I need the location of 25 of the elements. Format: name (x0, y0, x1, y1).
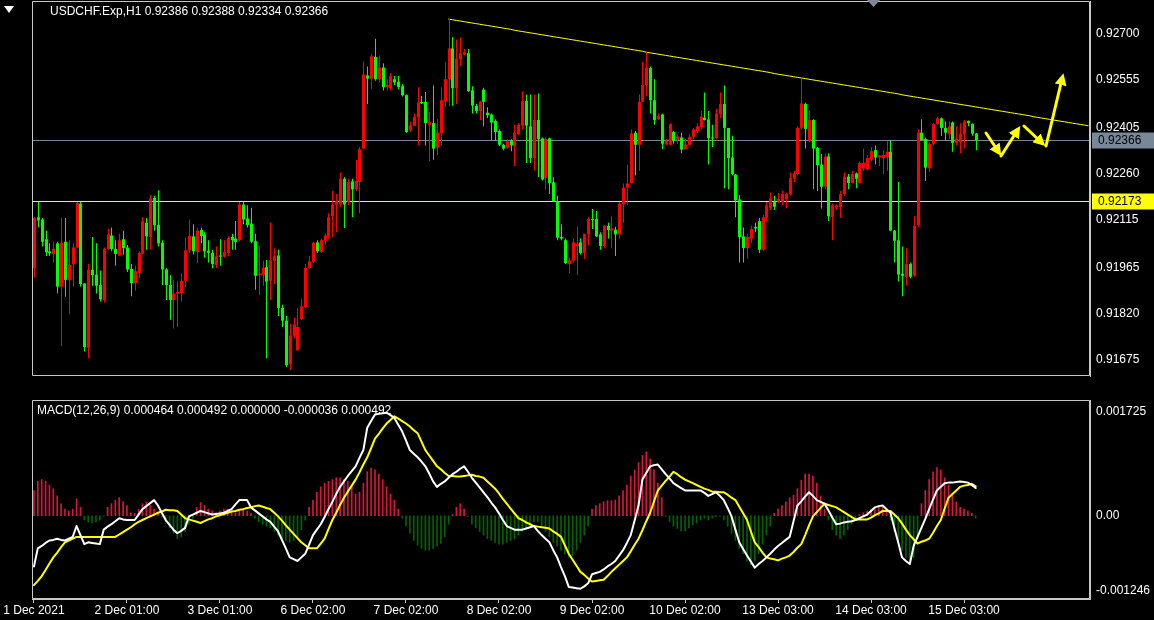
y-tick-label: -0.001246 (1096, 583, 1151, 598)
x-tick-label: 14 Dec 03:00 (835, 603, 908, 618)
chart-title: USDCHF.Exp,H1 0.92386 0.92388 0.92334 0.92366 (50, 4, 329, 19)
x-tick-label: 6 Dec 02:00 (280, 603, 346, 618)
y-tick-label: 0.91675 (1096, 352, 1140, 367)
x-tick-label: 3 Dec 01:00 (187, 603, 253, 618)
ref-line-label: 0.92366 (1098, 132, 1142, 147)
x-tick-label: 7 Dec 02:00 (373, 603, 439, 618)
y-tick-label: 0.92260 (1096, 166, 1140, 181)
y-tick-label: 0.92405 (1096, 119, 1140, 134)
y-tick-label: 0.00 (1096, 508, 1120, 523)
y-tick-label: 0.91820 (1096, 305, 1140, 320)
x-tick-label: 13 Dec 03:00 (742, 603, 815, 618)
x-tick-label: 1 Dec 2021 (3, 603, 65, 618)
x-tick-label: 2 Dec 01:00 (94, 603, 160, 618)
y-tick-label: 0.001725 (1096, 404, 1147, 419)
x-tick-label: 10 Dec 02:00 (649, 603, 722, 618)
x-tick-label: 15 Dec 03:00 (928, 603, 1001, 618)
y-tick-label: 0.91965 (1096, 259, 1140, 274)
x-tick-label: 9 Dec 02:00 (559, 603, 625, 618)
y-tick-label: 0.92115 (1096, 212, 1139, 227)
y-tick-label: 0.92700 (1096, 26, 1140, 41)
y-tick-label: 0.92555 (1096, 72, 1140, 87)
ref-line-label: 0.92173 (1098, 193, 1142, 208)
x-tick-label: 8 Dec 02:00 (466, 603, 532, 618)
